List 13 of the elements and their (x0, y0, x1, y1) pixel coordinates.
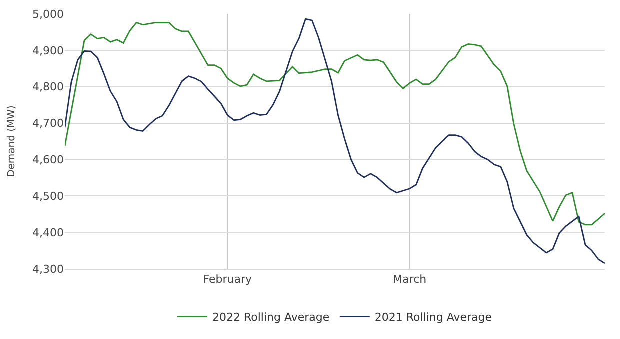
y-tick-label: 4,700 (32, 117, 64, 130)
y-tick-label: 4,400 (32, 226, 64, 240)
y-tick-label: 5,000 (32, 8, 64, 21)
x-tick-label: February (203, 273, 253, 286)
x-tick-label: March (393, 273, 427, 286)
legend-label: 2022 Rolling Average (212, 310, 330, 324)
y-axis-title: Demand (MW) (6, 105, 18, 178)
y-tick-label: 4,800 (32, 80, 64, 94)
legend-label: 2021 Rolling Average (374, 310, 492, 324)
y-tick-label: 4,900 (32, 44, 64, 58)
y-tick-label: 4,300 (32, 262, 64, 276)
y-tick-label: 4,500 (32, 190, 64, 203)
y-tick-label: 4,600 (32, 154, 64, 167)
